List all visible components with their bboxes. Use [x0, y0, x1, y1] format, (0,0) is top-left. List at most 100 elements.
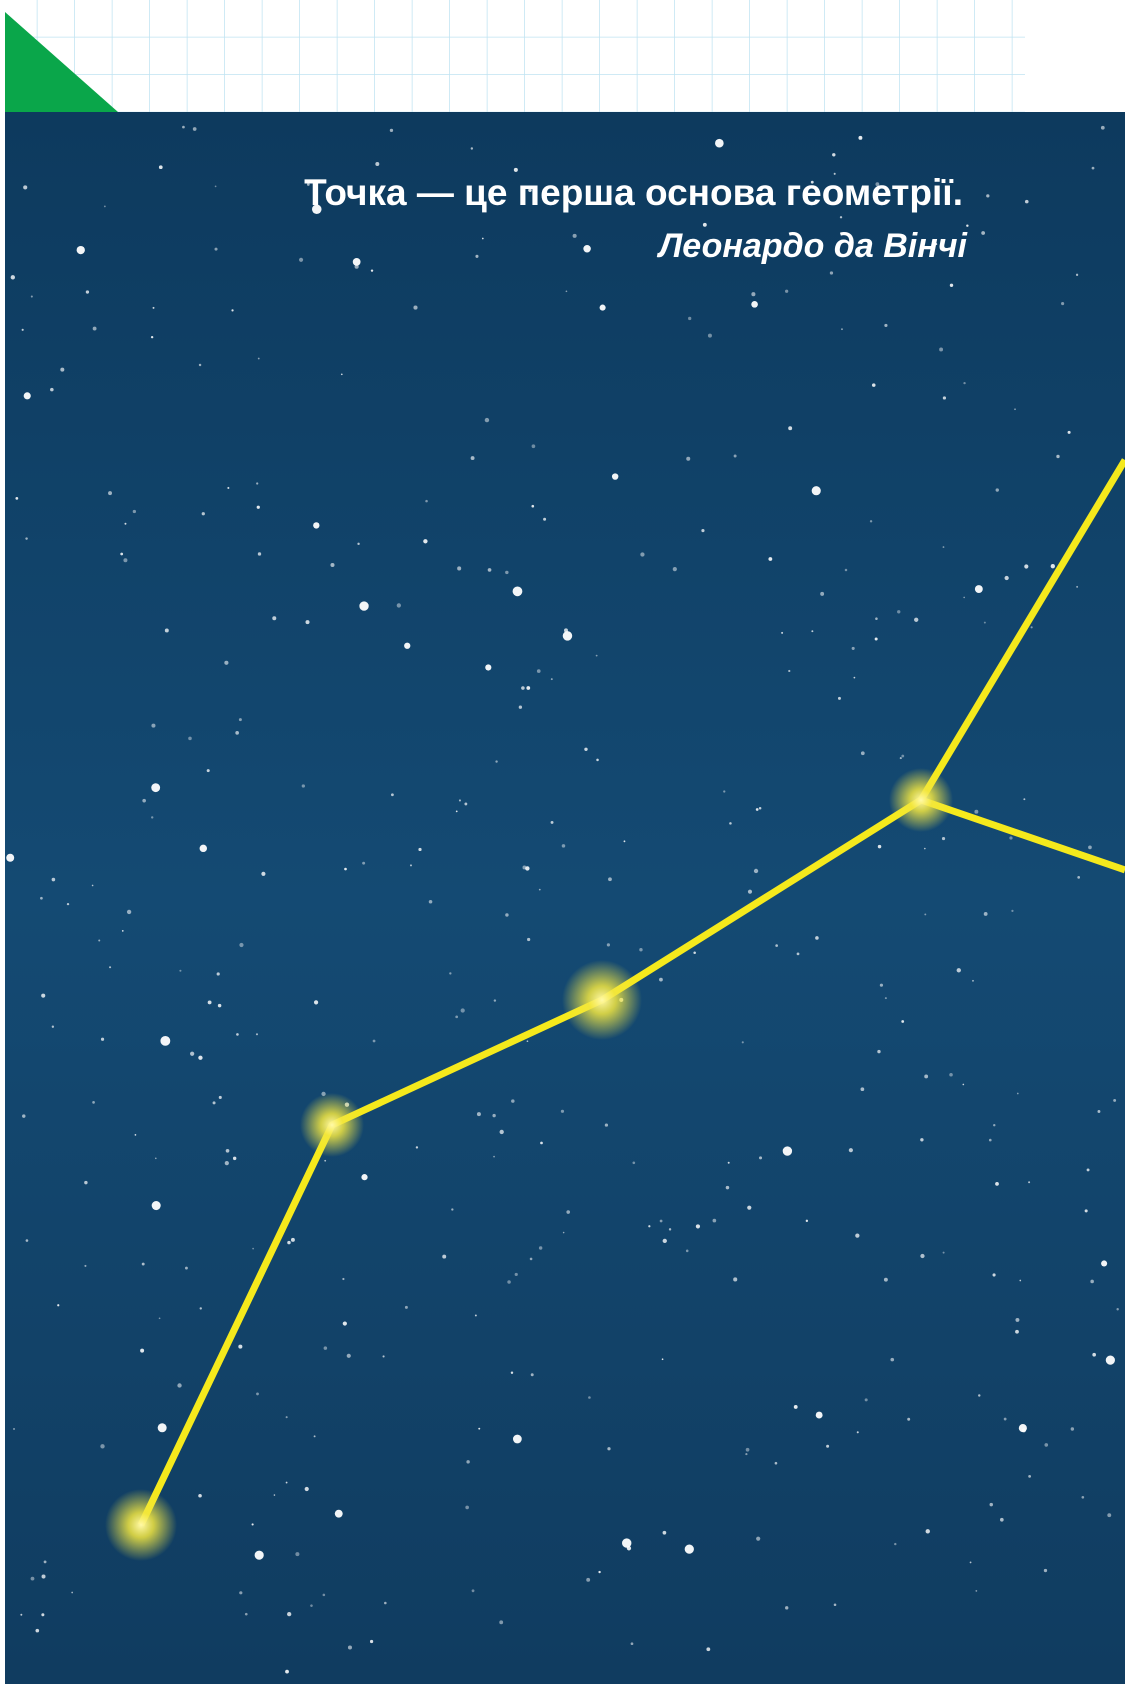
star: [1016, 1092, 1019, 1095]
star: [560, 1109, 565, 1113]
star: [942, 1251, 945, 1254]
star: [920, 1138, 924, 1142]
star: [499, 1129, 504, 1135]
star: [255, 1033, 259, 1036]
star: [723, 790, 726, 793]
star: [485, 664, 492, 671]
star: [510, 1371, 514, 1375]
star: [538, 1246, 543, 1250]
star: [30, 295, 33, 298]
star: [312, 204, 322, 214]
star: [235, 731, 239, 735]
star: [344, 867, 347, 871]
star: [457, 566, 462, 571]
star: [1077, 876, 1081, 879]
star: [257, 552, 262, 556]
star: [382, 1355, 385, 1358]
star: [981, 231, 986, 235]
star: [841, 328, 843, 331]
star: [323, 1346, 328, 1350]
star: [729, 822, 732, 825]
star: [460, 1008, 465, 1013]
star: [774, 1461, 778, 1465]
star: [216, 972, 220, 976]
star: [218, 1095, 222, 1099]
star: [76, 245, 85, 255]
star: [741, 1041, 744, 1044]
star: [595, 654, 598, 657]
star: [495, 760, 498, 763]
star: [273, 1494, 276, 1496]
star: [688, 316, 692, 321]
star: [305, 620, 310, 625]
star: [1011, 909, 1014, 912]
star: [1028, 1475, 1032, 1478]
star: [313, 1000, 319, 1005]
star: [201, 512, 205, 516]
star: [23, 392, 31, 400]
star: [1105, 1355, 1115, 1365]
star: [685, 1249, 689, 1253]
star: [561, 844, 566, 848]
star: [41, 993, 46, 998]
star: [384, 1601, 387, 1605]
star: [768, 557, 773, 561]
star: [788, 669, 791, 673]
star: [875, 617, 878, 620]
star: [890, 1357, 895, 1362]
star: [1107, 1513, 1112, 1518]
star: [499, 1620, 504, 1625]
star: [640, 552, 645, 557]
star: [23, 185, 28, 190]
star: [550, 678, 553, 681]
star: [1097, 1109, 1101, 1113]
star: [471, 1589, 475, 1593]
star: [256, 505, 260, 509]
star: [832, 153, 836, 157]
star: [272, 616, 277, 621]
star: [829, 271, 834, 275]
star: [844, 568, 848, 572]
star: [198, 1493, 202, 1498]
star: [875, 182, 880, 187]
star: [285, 1416, 288, 1419]
star: [1019, 1279, 1022, 1282]
star: [84, 1264, 87, 1267]
star: [879, 983, 884, 987]
star: [583, 245, 591, 253]
star: [1028, 1181, 1031, 1184]
star: [785, 289, 789, 293]
star: [225, 1148, 230, 1153]
star: [20, 1613, 23, 1616]
star: [476, 1112, 481, 1117]
star: [983, 621, 986, 624]
star: [1100, 125, 1105, 130]
star: [151, 723, 156, 728]
star: [526, 1040, 529, 1043]
star: [121, 930, 124, 932]
star: [256, 1392, 259, 1396]
star: [1023, 798, 1026, 801]
star: [586, 1577, 591, 1582]
star: [238, 1344, 243, 1349]
star: [956, 968, 961, 973]
star: [1086, 1168, 1090, 1172]
star: [1018, 1424, 1027, 1433]
star: [974, 585, 983, 593]
star: [313, 1435, 316, 1438]
star: [565, 290, 568, 293]
star: [1113, 1098, 1117, 1102]
star: [668, 1228, 672, 1231]
star: [451, 1208, 454, 1211]
star: [659, 1219, 663, 1223]
star-glow: [105, 1489, 177, 1561]
star: [231, 309, 234, 312]
star: [512, 1434, 522, 1444]
star: [1024, 564, 1029, 569]
star: [811, 486, 821, 496]
star: [550, 820, 554, 824]
night-sky: [5, 112, 1125, 1684]
star: [389, 128, 394, 133]
star: [776, 250, 781, 255]
